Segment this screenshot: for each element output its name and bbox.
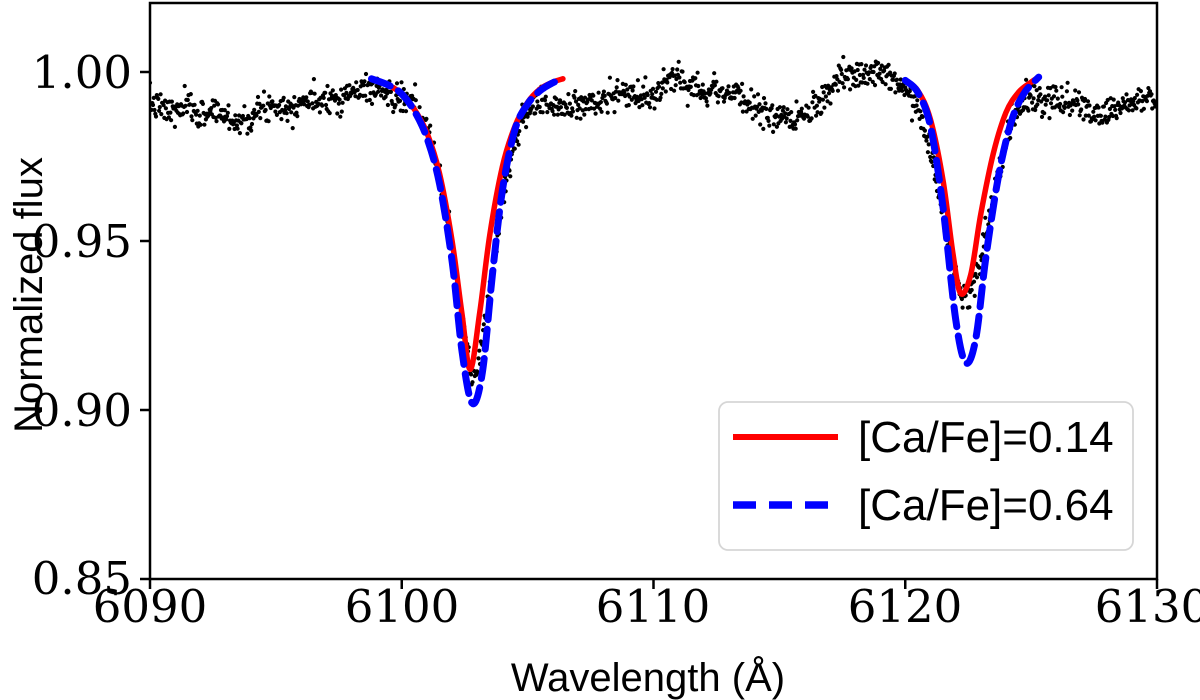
model-line-cafe-014: [368, 74, 1042, 373]
x-axis-label: Wavelength (Å): [511, 655, 785, 700]
model-line-cafe-064: [368, 73, 1043, 408]
y-axis-ticks: [140, 70, 150, 581]
y-tick-095: 0.95: [32, 215, 132, 268]
legend: [Ca/Fe]=0.14 [Ca/Fe]=0.64: [718, 401, 1134, 551]
x-tick-6120: 6120: [848, 580, 963, 633]
y-axis-label: Normalized flux: [7, 157, 51, 433]
legend-label-cafe-064: [Ca/Fe]=0.64: [858, 481, 1114, 530]
x-tick-6090: 6090: [93, 580, 208, 633]
x-tick-6130: 6130: [1095, 580, 1200, 633]
x-tick-6110: 6110: [596, 580, 711, 633]
y-tick-085: 0.85: [32, 552, 132, 605]
y-tick-090: 0.90: [32, 384, 132, 437]
observed-spectrum-dots: [150, 54, 1157, 387]
y-tick-100: 1.00: [32, 46, 132, 99]
x-axis-ticks: [148, 579, 1159, 589]
y-axis-tick-labels: 1.00 0.95 0.90 0.85: [32, 46, 132, 605]
legend-label-cafe-014: [Ca/Fe]=0.14: [858, 413, 1114, 462]
x-tick-6100: 6100: [345, 580, 460, 633]
x-axis-tick-labels: 6090 6100 6110 6120 6130: [93, 580, 1200, 633]
